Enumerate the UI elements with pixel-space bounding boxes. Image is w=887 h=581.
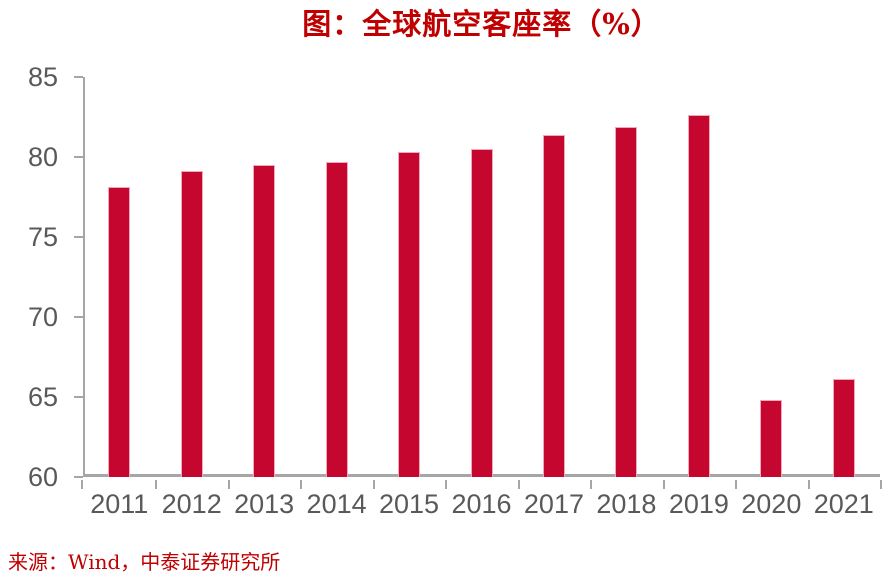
bar-2011: [108, 187, 130, 477]
y-tick-label-75: 75: [27, 221, 58, 252]
bar-2018: [615, 127, 637, 477]
x-tick-label-2017: 2017: [523, 489, 584, 519]
x-tick-mark: [807, 480, 810, 489]
x-tick-mark: [517, 480, 520, 489]
x-tick-label-2012: 2012: [161, 489, 222, 519]
y-tick-label-60: 60: [27, 461, 58, 492]
x-tick-mark: [227, 480, 230, 489]
x-tick-label-2016: 2016: [451, 489, 512, 519]
y-tick-label-70: 70: [27, 301, 58, 332]
x-tick-mark: [155, 480, 158, 489]
x-tick-mark: [445, 480, 448, 489]
x-tick-label-2014: 2014: [306, 489, 367, 519]
x-tick-label-2013: 2013: [234, 489, 295, 519]
chart-title: 图：全球航空客座率（%）: [302, 7, 661, 41]
x-tick-label-2011: 2011: [90, 489, 149, 519]
bar-2012: [181, 171, 203, 477]
x-tick-mark: [590, 480, 593, 489]
x-tick-mark: [81, 480, 83, 489]
y-tick-mark: [74, 236, 83, 238]
bar-2021: [833, 379, 855, 477]
y-tick-label-65: 65: [27, 381, 58, 412]
y-tick-mark: [74, 396, 83, 398]
bar-2015: [398, 152, 420, 477]
x-tick-mark: [662, 480, 665, 489]
y-tick-mark: [74, 476, 83, 478]
bar-2016: [471, 149, 493, 477]
x-tick-mark: [735, 480, 738, 489]
x-tick-label-2019: 2019: [668, 489, 729, 519]
y-tick-label-80: 80: [27, 141, 58, 172]
y-tick-mark: [74, 156, 83, 158]
x-tick-mark: [372, 480, 375, 489]
x-tick-label-2020: 2020: [741, 489, 802, 519]
y-tick-mark: [74, 76, 83, 78]
bar-2014: [326, 162, 348, 477]
x-tick-label-2018: 2018: [596, 489, 657, 519]
bar-2020: [760, 400, 782, 477]
x-tick-mark: [300, 480, 303, 489]
source-note: 来源：Wind，中泰证券研究所: [8, 550, 281, 574]
y-tick-label-85: 85: [27, 61, 58, 92]
y-tick-mark: [74, 316, 83, 318]
x-tick-mark: [880, 480, 882, 489]
bar-2013: [253, 165, 275, 477]
x-tick-label-2015: 2015: [379, 489, 440, 519]
bar-2017: [543, 135, 565, 477]
bar-2019: [688, 115, 710, 477]
x-tick-label-2021: 2021: [813, 489, 874, 519]
